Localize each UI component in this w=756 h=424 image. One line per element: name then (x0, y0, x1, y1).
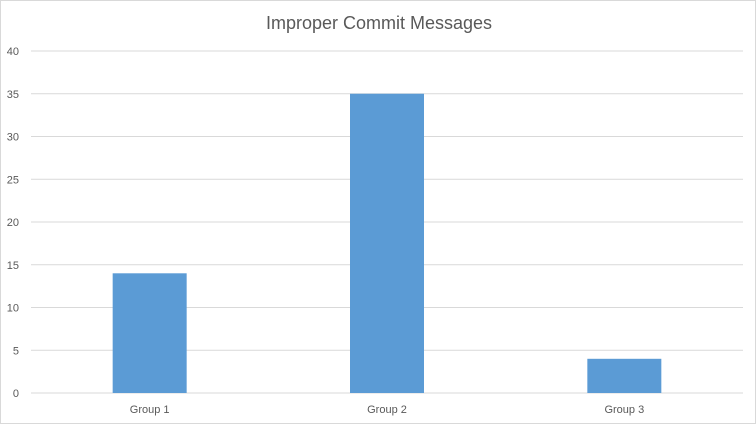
chart-title: Improper Commit Messages (265, 13, 493, 33)
y-tick-label: 40 (7, 46, 19, 58)
y-tick-label: 10 (7, 303, 19, 315)
y-tick-label: 15 (7, 260, 19, 272)
bar-group-2 (350, 93, 424, 393)
y-tick-label: 30 (7, 132, 19, 144)
x-tick-label: Group 3 (604, 404, 644, 416)
x-tick-label: Group 2 (367, 404, 407, 416)
y-tick-label: 0 (13, 388, 19, 400)
x-tick-label: Group 1 (130, 404, 170, 416)
y-tick-label: 35 (7, 89, 19, 101)
bar-group-1 (112, 273, 187, 393)
y-tick-label: 20 (7, 217, 19, 229)
y-tick-label: 5 (13, 345, 19, 357)
bar-group-3 (587, 358, 662, 393)
y-tick-label: 25 (7, 174, 19, 186)
